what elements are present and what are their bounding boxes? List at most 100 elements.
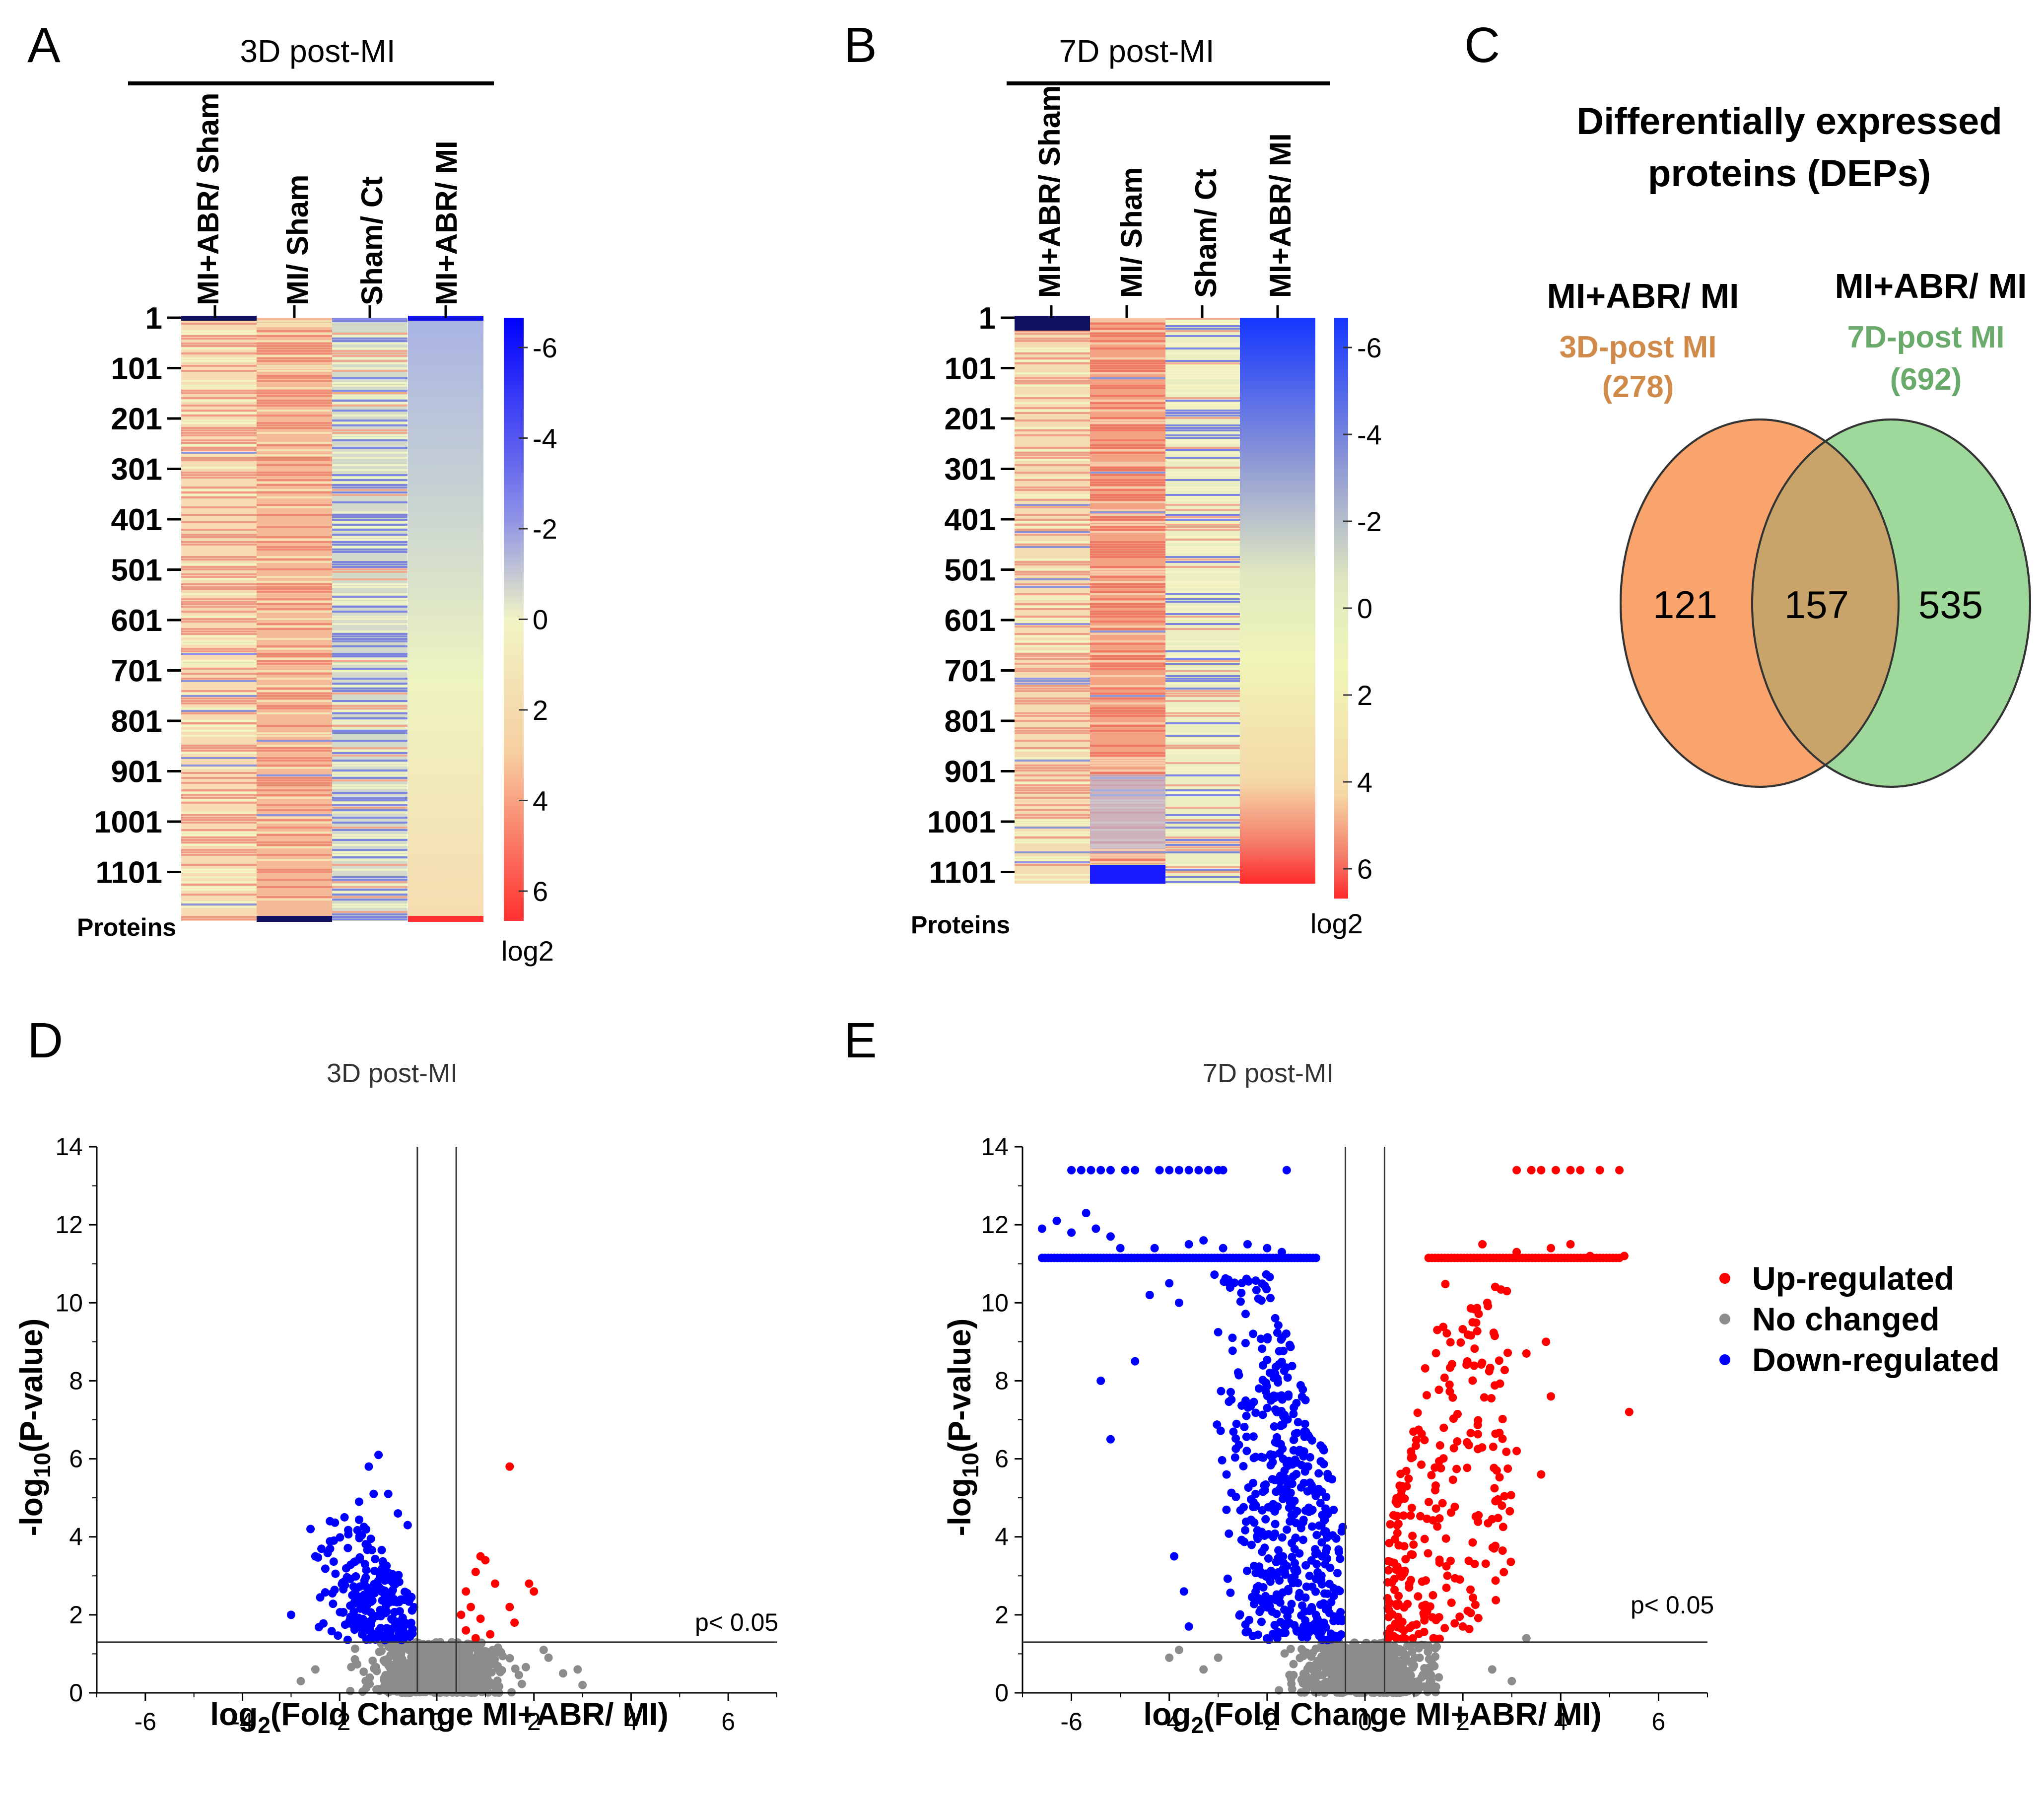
heatmap-cell [332, 720, 408, 722]
heatmap-cell [1015, 690, 1090, 692]
heatmap-cell [1015, 757, 1090, 759]
heatmap-cell [257, 777, 332, 779]
data-point [319, 1619, 328, 1628]
heatmap-cell [1090, 427, 1165, 429]
heatmap-cell [1015, 769, 1090, 771]
data-point [1242, 1566, 1251, 1575]
heatmap-cell [332, 601, 408, 603]
data-point [1370, 1639, 1379, 1648]
heatmap-cell [1165, 487, 1241, 488]
heatmap-cell [332, 469, 408, 471]
heatmap-cell [332, 906, 408, 908]
heatmap-cell [1090, 419, 1165, 421]
data-point [286, 1610, 295, 1619]
data-point [386, 1627, 395, 1636]
heatmap-cell [1015, 531, 1090, 533]
heatmap-cell [1015, 797, 1090, 799]
data-point [360, 1626, 369, 1635]
data-point [1213, 1420, 1222, 1429]
data-point [397, 1673, 406, 1682]
data-point [364, 1593, 373, 1602]
heatmap-cell [1165, 519, 1241, 521]
heatmap-cell [1165, 467, 1241, 469]
heatmap-cell [181, 881, 257, 883]
heatmap-cell [181, 832, 257, 834]
data-point [1297, 1611, 1306, 1620]
heatmap-cell [1090, 755, 1165, 757]
data-point [1228, 1333, 1237, 1342]
heatmap-row-tick-label: 201 [111, 402, 162, 436]
data-point [355, 1515, 364, 1524]
heatmap-cell [1165, 524, 1241, 526]
heatmap-cell [1165, 571, 1241, 573]
heatmap-cell [181, 405, 257, 407]
data-point [1264, 1554, 1273, 1563]
heatmap-cell [1090, 722, 1165, 724]
data-point [1413, 1408, 1422, 1417]
y-tick-label: 12 [55, 1211, 83, 1239]
data-point [1314, 1469, 1323, 1478]
data-point [395, 1629, 404, 1638]
heatmap-cell [1015, 526, 1090, 528]
heatmap-cell [1165, 655, 1241, 657]
data-point [1480, 1393, 1489, 1402]
data-point [1417, 1673, 1426, 1682]
heatmap-cell [332, 360, 408, 362]
heatmap-cell [1090, 650, 1165, 652]
data-point [1283, 1525, 1292, 1534]
heatmap-cell [1090, 601, 1165, 603]
data-point [1296, 1381, 1305, 1390]
data-point [1424, 1549, 1432, 1558]
data-point [1067, 1166, 1076, 1175]
data-point [1435, 1558, 1444, 1567]
data-point [1446, 1338, 1455, 1347]
data-point [558, 1669, 567, 1678]
data-point [1257, 1597, 1266, 1606]
heatmap-cell [1165, 750, 1241, 752]
heatmap-cell [257, 591, 332, 593]
data-point [1337, 1527, 1346, 1536]
heatmap-cell [257, 561, 332, 563]
data-point [1257, 1453, 1266, 1462]
data-point [311, 1552, 320, 1561]
heatmap-cell [1015, 596, 1090, 598]
data-point [1316, 1499, 1325, 1508]
heatmap-cell [1015, 784, 1090, 786]
data-point [1481, 1559, 1490, 1568]
data-point [1471, 1601, 1480, 1609]
data-point [1258, 1344, 1267, 1353]
data-point [1234, 1440, 1243, 1449]
data-point [525, 1579, 534, 1588]
heatmap-cell [1015, 864, 1090, 866]
data-point [1307, 1652, 1316, 1661]
data-point [1242, 1447, 1251, 1456]
heatmap-a-title: 3D post-MI [240, 33, 396, 69]
x-tick-label: 4 [624, 1708, 638, 1736]
data-point [1466, 1304, 1475, 1313]
heatmap-cell [332, 807, 408, 809]
heatmap-cell [1090, 712, 1165, 714]
heatmap-cell [1165, 494, 1241, 496]
data-point [1498, 1501, 1506, 1510]
heatmap-cell [1165, 586, 1241, 588]
heatmap-cell [1015, 635, 1090, 637]
data-point [1495, 1428, 1504, 1437]
data-point [1254, 1384, 1263, 1393]
y-tick-label: 0 [69, 1679, 83, 1707]
data-point [1257, 1296, 1266, 1305]
data-point [377, 1545, 386, 1554]
data-point [1226, 1588, 1235, 1597]
heatmap-cell [1090, 407, 1165, 409]
data-point [1224, 1275, 1233, 1284]
heatmap-cell [332, 884, 408, 886]
data-point [1219, 1166, 1227, 1175]
data-point [1256, 1605, 1265, 1614]
data-point [370, 1566, 379, 1575]
heatmap-cell [1015, 452, 1090, 454]
heatmap-cell [1090, 330, 1165, 332]
heatmap-cell [1090, 665, 1165, 667]
heatmap-cell [332, 529, 408, 531]
heatmap-cell [257, 663, 332, 665]
